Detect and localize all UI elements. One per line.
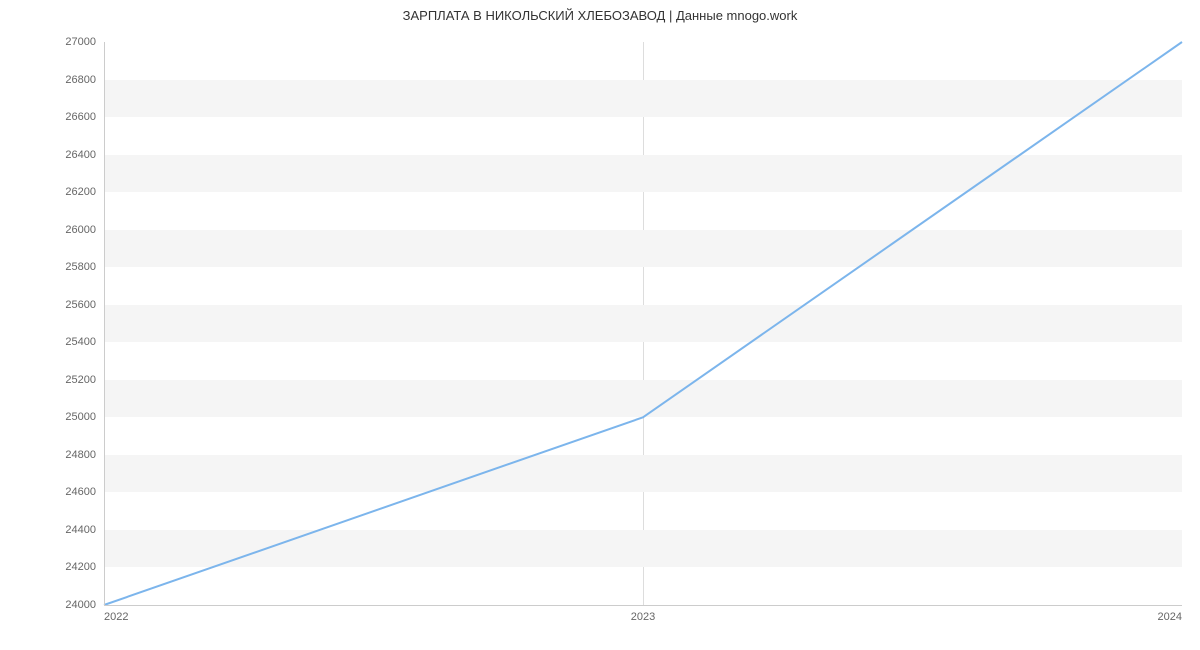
x-tick-label: 2022: [104, 611, 128, 623]
y-tick-label: 24800: [65, 449, 96, 461]
series-line: [104, 42, 1182, 605]
y-tick-label: 25600: [65, 299, 96, 311]
y-tick-label: 24000: [65, 599, 96, 611]
plot-area: 2400024200244002460024800250002520025400…: [104, 42, 1182, 605]
y-tick-label: 25000: [65, 411, 96, 423]
salary-line-chart: ЗАРПЛАТА В НИКОЛЬСКИЙ ХЛЕБОЗАВОД | Данны…: [0, 0, 1200, 650]
y-tick-label: 27000: [65, 36, 96, 48]
y-tick-label: 24400: [65, 524, 96, 536]
y-tick-label: 25400: [65, 336, 96, 348]
x-axis-line: [104, 605, 1182, 606]
y-tick-label: 24200: [65, 561, 96, 573]
y-tick-label: 26000: [65, 224, 96, 236]
y-tick-label: 25800: [65, 261, 96, 273]
x-tick-label: 2024: [1158, 611, 1182, 623]
x-tick-label: 2023: [631, 611, 655, 623]
y-tick-label: 26200: [65, 186, 96, 198]
y-tick-label: 26400: [65, 149, 96, 161]
y-tick-label: 25200: [65, 374, 96, 386]
y-tick-label: 26800: [65, 74, 96, 86]
y-tick-label: 24600: [65, 486, 96, 498]
y-tick-label: 26600: [65, 111, 96, 123]
y-axis-line: [104, 42, 105, 605]
chart-title: ЗАРПЛАТА В НИКОЛЬСКИЙ ХЛЕБОЗАВОД | Данны…: [0, 8, 1200, 23]
line-series: [104, 42, 1182, 605]
